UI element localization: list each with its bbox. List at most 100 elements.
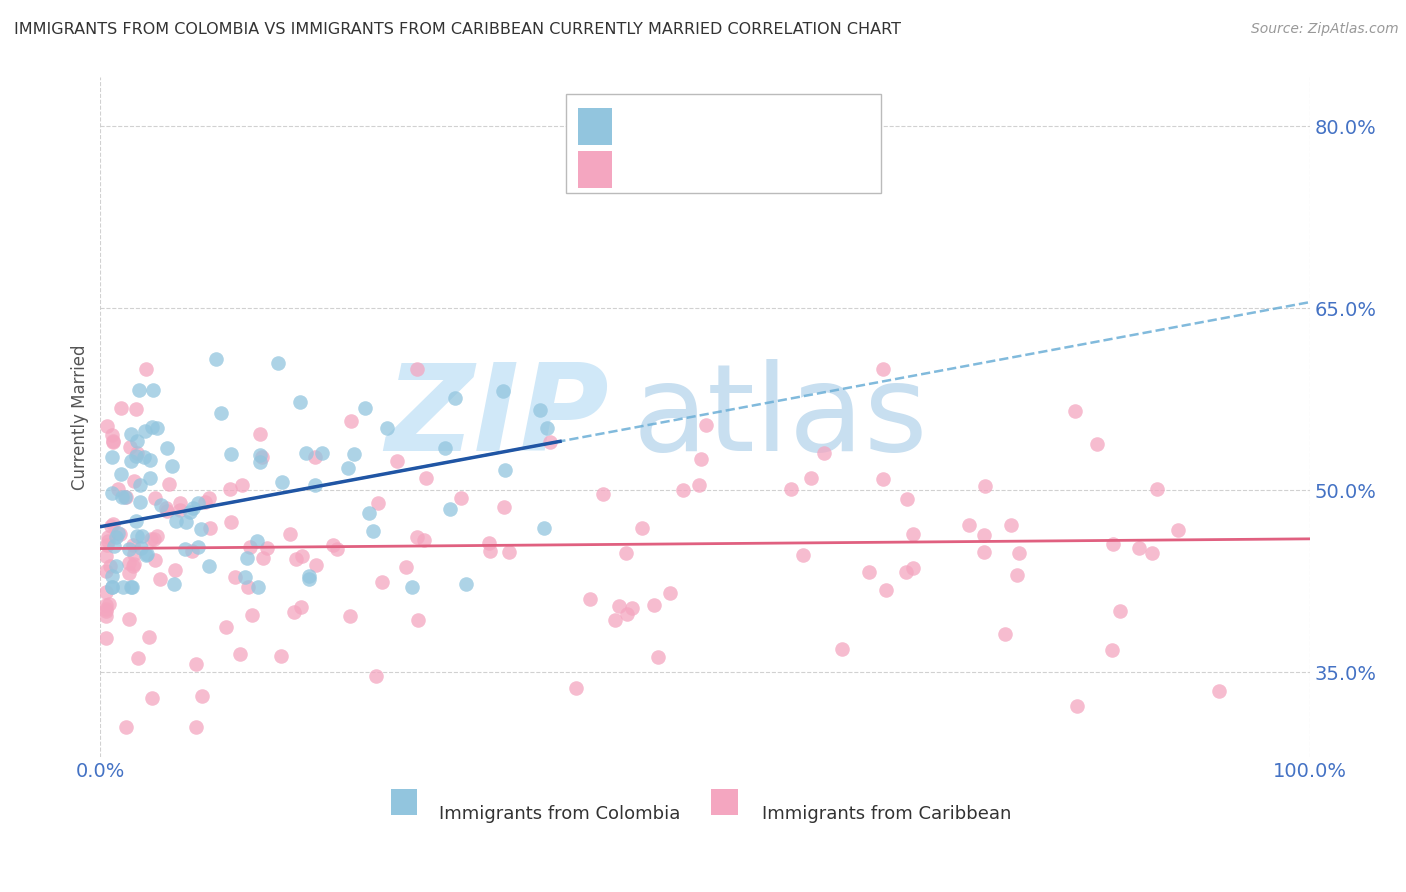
Point	[340, 414, 363, 428]
Point	[238, 540, 260, 554]
Point	[406, 362, 429, 376]
Point	[110, 401, 132, 415]
Point	[105, 558, 128, 573]
Point	[283, 605, 305, 619]
Point	[101, 428, 124, 442]
Point	[103, 539, 125, 553]
Point	[249, 455, 271, 469]
Point	[894, 565, 917, 579]
FancyBboxPatch shape	[578, 108, 612, 145]
Point	[415, 471, 437, 485]
Text: 82: 82	[806, 117, 831, 136]
Point	[357, 506, 380, 520]
Text: IMMIGRANTS FROM COLOMBIA VS IMMIGRANTS FROM CARIBBEAN CURRENTLY MARRIED CORRELAT: IMMIGRANTS FROM COLOMBIA VS IMMIGRANTS F…	[14, 22, 901, 37]
Point	[96, 604, 118, 618]
Point	[181, 544, 204, 558]
Point	[125, 449, 148, 463]
Point	[413, 533, 436, 547]
Point	[246, 534, 269, 549]
Point	[498, 544, 520, 558]
Point	[114, 490, 136, 504]
Point	[179, 505, 201, 519]
Text: Immigrants from Colombia: Immigrants from Colombia	[439, 805, 681, 823]
Point	[107, 482, 129, 496]
Point	[184, 720, 207, 734]
Point	[371, 575, 394, 590]
Point	[157, 477, 180, 491]
Point	[129, 541, 152, 556]
Point	[973, 528, 995, 542]
Point	[110, 467, 132, 481]
Point	[494, 500, 516, 514]
Point	[256, 541, 278, 555]
Point	[364, 669, 387, 683]
Point	[236, 550, 259, 565]
Point	[128, 383, 150, 397]
Point	[1128, 541, 1150, 555]
Point	[96, 584, 118, 599]
Point	[122, 547, 145, 561]
Point	[491, 384, 513, 398]
Point	[304, 558, 326, 572]
Text: 147: 147	[806, 160, 842, 179]
Text: R =: R =	[627, 160, 669, 179]
Point	[160, 459, 183, 474]
Point	[169, 503, 191, 517]
Point	[284, 552, 307, 566]
Point	[538, 434, 561, 449]
Point	[96, 538, 118, 552]
Point	[174, 515, 197, 529]
Point	[97, 530, 120, 544]
Point	[101, 435, 124, 450]
Point	[325, 541, 347, 556]
Point	[169, 496, 191, 510]
Point	[187, 496, 209, 510]
FancyBboxPatch shape	[578, 151, 612, 188]
Point	[191, 689, 214, 703]
Point	[779, 482, 801, 496]
Point	[450, 491, 472, 505]
Point	[304, 450, 326, 464]
Point	[339, 609, 361, 624]
Point	[564, 681, 586, 695]
Point	[127, 434, 149, 448]
Point	[1208, 683, 1230, 698]
Point	[1167, 523, 1189, 537]
Point	[901, 561, 924, 575]
Point	[688, 477, 710, 491]
Point	[800, 470, 823, 484]
Point	[813, 445, 835, 459]
Point	[311, 446, 333, 460]
Point	[304, 477, 326, 491]
Point	[108, 526, 131, 541]
Point	[127, 651, 149, 665]
Point	[156, 442, 179, 456]
Point	[132, 450, 155, 464]
Point	[336, 461, 359, 475]
Point	[872, 362, 894, 376]
Point	[1101, 642, 1123, 657]
Point	[478, 543, 501, 558]
Point	[1140, 546, 1163, 560]
Point	[194, 495, 217, 509]
Point	[616, 607, 638, 621]
Point	[118, 556, 141, 570]
Point	[401, 581, 423, 595]
Point	[135, 547, 157, 561]
Point	[1109, 604, 1132, 618]
Point	[96, 632, 118, 646]
Point	[187, 540, 209, 554]
Point	[224, 569, 246, 583]
Point	[298, 569, 321, 583]
Point	[579, 592, 602, 607]
Point	[1102, 537, 1125, 551]
Point	[111, 581, 134, 595]
Point	[322, 538, 344, 552]
Point	[120, 440, 142, 454]
Point	[122, 474, 145, 488]
Point	[190, 522, 212, 536]
Point	[120, 454, 142, 468]
Point	[155, 504, 177, 518]
Point	[831, 641, 853, 656]
FancyBboxPatch shape	[391, 789, 418, 815]
